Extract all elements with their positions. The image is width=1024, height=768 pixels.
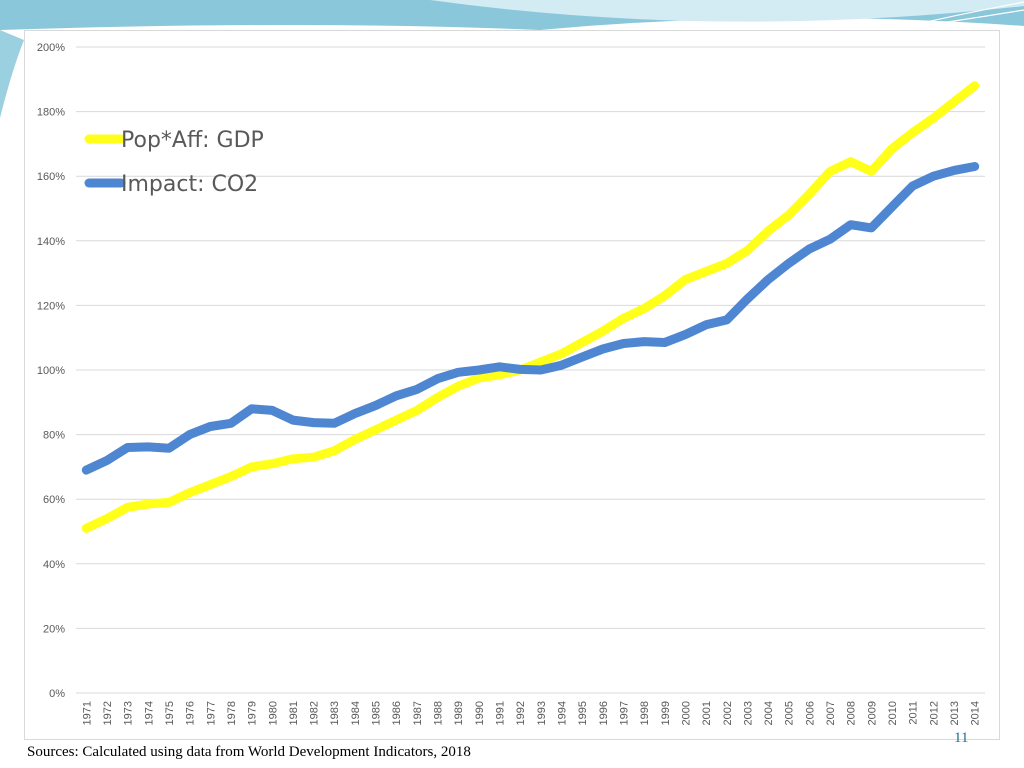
x-tick-label: 2009 [866, 701, 878, 725]
x-tick-label: 1988 [433, 701, 445, 725]
page-number: 11 [954, 730, 969, 746]
x-tick-label: 2000 [680, 701, 692, 725]
x-tick-label: 1985 [371, 701, 383, 725]
y-tick-label: 100% [37, 365, 65, 377]
x-tick-label: 1980 [267, 701, 279, 725]
x-tick-label: 2006 [804, 701, 816, 725]
x-tick-label: 2001 [701, 701, 713, 725]
x-tick-label: 2013 [949, 701, 961, 725]
x-tick-label: 1993 [536, 701, 548, 725]
x-tick-label: 1986 [391, 701, 403, 725]
x-tick-label: 1987 [412, 701, 424, 725]
x-tick-label: 1975 [164, 701, 176, 725]
y-tick-label: 160% [37, 171, 65, 183]
series-line-1 [81, 162, 980, 475]
y-tick-label: 120% [37, 300, 65, 312]
x-tick-label: 1979 [247, 701, 259, 725]
x-tick-label: 2014 [970, 701, 982, 725]
y-tick-label: 40% [43, 559, 65, 571]
x-tick-label: 2008 [846, 701, 858, 725]
x-tick-label: 1998 [639, 701, 651, 725]
x-tick-label: 1999 [660, 701, 672, 725]
y-tick-label: 20% [43, 623, 65, 635]
x-tick-label: 1981 [288, 701, 300, 725]
x-tick-label: 1971 [81, 701, 93, 725]
y-tick-label: 200% [37, 42, 65, 54]
x-tick-label: 2002 [722, 701, 734, 725]
y-tick-label: 80% [43, 430, 65, 442]
y-tick-label: 0% [49, 688, 65, 700]
line-chart: 0% 20% 40% 60% 80% 100% 120% 140% 160% 180% 200% 1… [37, 42, 985, 725]
x-tick-label: 1972 [102, 701, 114, 725]
x-tick-label: 2003 [742, 701, 754, 725]
x-tick-label: 1995 [577, 701, 589, 725]
x-tick-label: 1996 [598, 701, 610, 725]
x-tick-label: 1992 [515, 701, 527, 725]
x-tick-label: 1983 [329, 701, 341, 725]
x-tick-label: 1991 [495, 701, 507, 725]
x-tick-label: 1973 [123, 701, 135, 725]
x-tick-label: 1982 [309, 701, 321, 725]
y-axis-tick-labels: 0% 20% 40% 60% 80% 100% 120% 140% 160% 180% 200% [37, 42, 65, 700]
x-tick-label: 2010 [887, 701, 899, 725]
x-tick-label: 1984 [350, 701, 362, 725]
x-tick-label: 1974 [143, 701, 155, 725]
legend: Pop*Aff: GDP Impact: CO2 [84, 128, 264, 197]
x-tick-label: 1977 [205, 701, 217, 725]
x-tick-label: 2011 [908, 701, 920, 725]
x-tick-label: 1997 [618, 701, 630, 725]
x-tick-label: 2012 [928, 701, 940, 725]
x-tick-label: 1990 [474, 701, 486, 725]
y-tick-label: 60% [43, 494, 65, 506]
chart-container: 0% 20% 40% 60% 80% 100% 120% 140% 160% 180% 200% 1… [24, 30, 1000, 740]
y-tick-label: 180% [37, 107, 65, 119]
legend-label: Pop*Aff: GDP [121, 128, 264, 153]
x-tick-label: 2007 [825, 701, 837, 725]
source-note: Sources: Calculated using data from Worl… [27, 744, 471, 760]
x-tick-label: 1989 [453, 701, 465, 725]
x-tick-label: 1978 [226, 701, 238, 725]
x-tick-label: 2005 [784, 701, 796, 725]
legend-label: Impact: CO2 [121, 172, 258, 197]
x-tick-label: 2004 [763, 701, 775, 725]
y-tick-label: 140% [37, 236, 65, 248]
x-tick-label: 1994 [556, 701, 568, 725]
x-axis-tick-labels: 1971 1972 1973 1974 1975 1976 1977 1978 1979 1980… [81, 701, 981, 725]
x-tick-label: 1976 [185, 701, 197, 725]
series-lines [81, 81, 980, 533]
